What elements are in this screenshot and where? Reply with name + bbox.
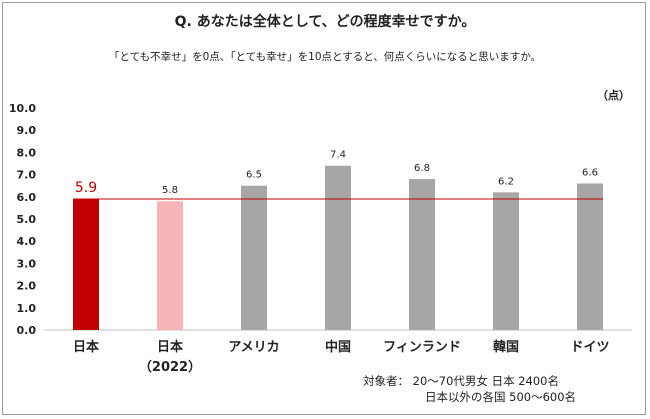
y-tick-label: 7.0 xyxy=(17,169,37,182)
value-labels: 5.9 5.8 6.5 7.4 6.8 6.2 6.6 xyxy=(75,150,598,197)
y-tick-label: 0.0 xyxy=(17,324,37,337)
category-label: 日本 xyxy=(157,339,183,355)
y-tick-label: 10.0 xyxy=(9,102,36,115)
category-label: フィンランド xyxy=(383,340,461,355)
y-tick-label: 6.0 xyxy=(17,191,37,204)
note-line-1: 対象者： 20～70代男女 日本 2400名 xyxy=(363,374,559,388)
value-label: 6.8 xyxy=(414,163,430,174)
value-label: 6.6 xyxy=(582,167,598,178)
category-label: アメリカ xyxy=(228,340,279,355)
value-label: 5.9 xyxy=(75,180,97,196)
note-line-2: 日本以外の各国 500～600名 xyxy=(425,390,576,404)
bar xyxy=(325,165,351,330)
y-tick-label: 2.0 xyxy=(17,280,37,293)
bars xyxy=(73,165,603,330)
unit-label: （点） xyxy=(597,88,630,102)
chart-frame xyxy=(2,2,646,415)
chart-subtitle: 「とても不幸せ」を0点、「とても幸せ」を10点とすると、何点くらいになると思いま… xyxy=(109,50,541,63)
category-label: 中国 xyxy=(325,339,351,355)
y-tick-label: 9.0 xyxy=(17,124,37,137)
chart-title: Q. あなたは全体として、どの程度幸せですか。 xyxy=(175,13,476,30)
value-label: 7.4 xyxy=(330,150,346,161)
y-tick-label: 8.0 xyxy=(17,146,37,159)
y-tick-label: 4.0 xyxy=(17,235,37,248)
category-labels: 日本 日本 （2022） アメリカ 中国 フィンランド 韓国 ドイツ xyxy=(73,339,610,375)
value-label: 6.5 xyxy=(246,170,262,181)
y-axis-ticks: 0.0 1.0 2.0 3.0 4.0 5.0 6.0 7.0 8.0 9.0 10.0 xyxy=(9,102,36,337)
category-label-sub: （2022） xyxy=(139,359,201,375)
category-label: 韓国 xyxy=(493,339,519,355)
y-tick-label: 1.0 xyxy=(17,302,37,315)
value-label: 5.8 xyxy=(162,185,178,196)
bar xyxy=(577,183,603,330)
y-tick-label: 5.0 xyxy=(17,213,37,226)
bar xyxy=(73,199,99,330)
bar xyxy=(241,185,267,330)
bar xyxy=(157,201,183,330)
bar xyxy=(493,192,519,330)
value-label: 6.2 xyxy=(498,176,514,187)
bar xyxy=(409,179,435,330)
category-label: 日本 xyxy=(73,339,99,355)
y-tick-label: 3.0 xyxy=(17,257,37,270)
category-label: ドイツ xyxy=(570,340,609,355)
